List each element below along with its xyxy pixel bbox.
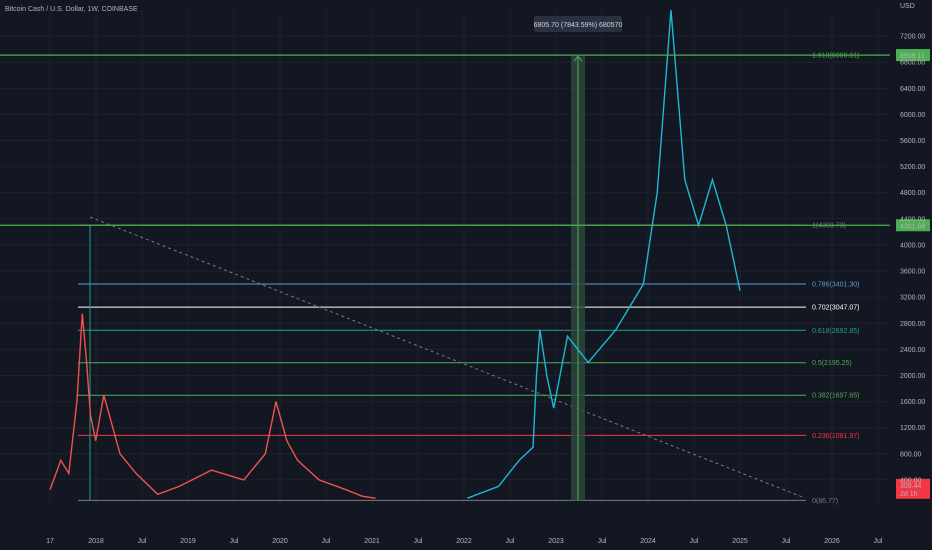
y-tick-label: 4800.00 xyxy=(900,190,925,197)
y-tick-label: 4400.00 xyxy=(900,216,925,223)
price-badge-label: 4301.68 xyxy=(900,223,925,230)
x-tick-label: 2019 xyxy=(180,538,196,545)
grid-layer xyxy=(0,10,890,506)
x-tick-label: 2026 xyxy=(824,538,840,545)
fib-label: 0.618(2692.85) xyxy=(812,328,859,335)
x-tick-label: 2020 xyxy=(272,538,288,545)
trendline[interactable] xyxy=(89,216,806,499)
x-tick-label: Jul xyxy=(782,538,791,545)
y-tick-label: 5600.00 xyxy=(900,138,925,145)
fib-label: 0(86.77) xyxy=(812,498,838,505)
y-tick-label: 400.00 xyxy=(900,477,922,484)
y-tick-label: 2800.00 xyxy=(900,321,925,328)
x-tick-label: Jul xyxy=(414,538,423,545)
y-tick-label: 4000.00 xyxy=(900,242,925,249)
x-tick-label: Jul xyxy=(690,538,699,545)
price-badge xyxy=(896,49,930,62)
price-line-2023_rally xyxy=(467,9,741,499)
x-tick-label: 2023 xyxy=(548,538,564,545)
currency-label: USD xyxy=(900,3,915,10)
fib-label: 0.5(2195.25) xyxy=(812,360,852,367)
measure-label: 6805.70 (7843.59%) 680570 xyxy=(534,22,623,29)
measure-arrowhead xyxy=(573,55,583,62)
price-series xyxy=(49,9,741,499)
x-tick-label: 2025 xyxy=(732,538,748,545)
measure-tool[interactable]: 6805.70 (7843.59%) 680570 xyxy=(534,16,623,501)
y-tick-label: 6800.00 xyxy=(900,60,925,67)
y-tick-label: 1200.00 xyxy=(900,425,925,432)
fib-label: 0.786(3401.30) xyxy=(812,282,859,289)
x-tick-label: Jul xyxy=(874,538,883,545)
x-tick-label: 2024 xyxy=(640,538,656,545)
x-tick-label: 17 xyxy=(46,538,54,545)
current-price-label: 309.44 xyxy=(900,483,922,490)
x-tick-label: 2018 xyxy=(88,538,104,545)
y-tick-label: 7200.00 xyxy=(900,34,925,41)
y-tick-label: 800.00 xyxy=(900,451,922,458)
y-tick-label: 3600.00 xyxy=(900,269,925,276)
x-tick-label: 2022 xyxy=(456,538,472,545)
y-tick-label: 6400.00 xyxy=(900,86,925,93)
chart-title: Bitcoin Cash / U.S. Dollar, 1W, COINBASE xyxy=(5,6,138,13)
price-badge-label: 6909.11 xyxy=(900,53,925,60)
y-tick-label: 2000.00 xyxy=(900,373,925,380)
fib-label: 1(4303.73) xyxy=(812,223,846,230)
x-tick-label: Jul xyxy=(598,538,607,545)
y-tick-label: 2400.00 xyxy=(900,347,925,354)
x-tick-label: Jul xyxy=(138,538,147,545)
measure-badge xyxy=(534,16,622,32)
fib-label: 0.382(1697.65) xyxy=(812,393,859,400)
y-tick-label: 6000.00 xyxy=(900,112,925,119)
price-line-history xyxy=(49,313,376,499)
axes: 400.00 800.00 1200.00 1600.00 2000.00 2400.00… xyxy=(46,3,925,545)
x-tick-label: Jul xyxy=(230,538,239,545)
x-tick-label: Jul xyxy=(322,538,331,545)
price-badge xyxy=(896,219,930,232)
current-price-badge xyxy=(896,478,930,499)
fib-label: 0.236(1081.97) xyxy=(812,433,859,440)
x-tick-label: 2021 xyxy=(364,538,380,545)
fib-label: 0.702(3047.07) xyxy=(812,305,859,312)
countdown-label: 2d 1h xyxy=(900,491,918,498)
x-tick-label: Jul xyxy=(506,538,515,545)
y-tick-label: 5200.00 xyxy=(900,164,925,171)
fib-label: 1.618(6909.81) xyxy=(812,53,859,60)
y-tick-label: 3200.00 xyxy=(900,295,925,302)
y-tick-label: 1600.00 xyxy=(900,399,925,406)
